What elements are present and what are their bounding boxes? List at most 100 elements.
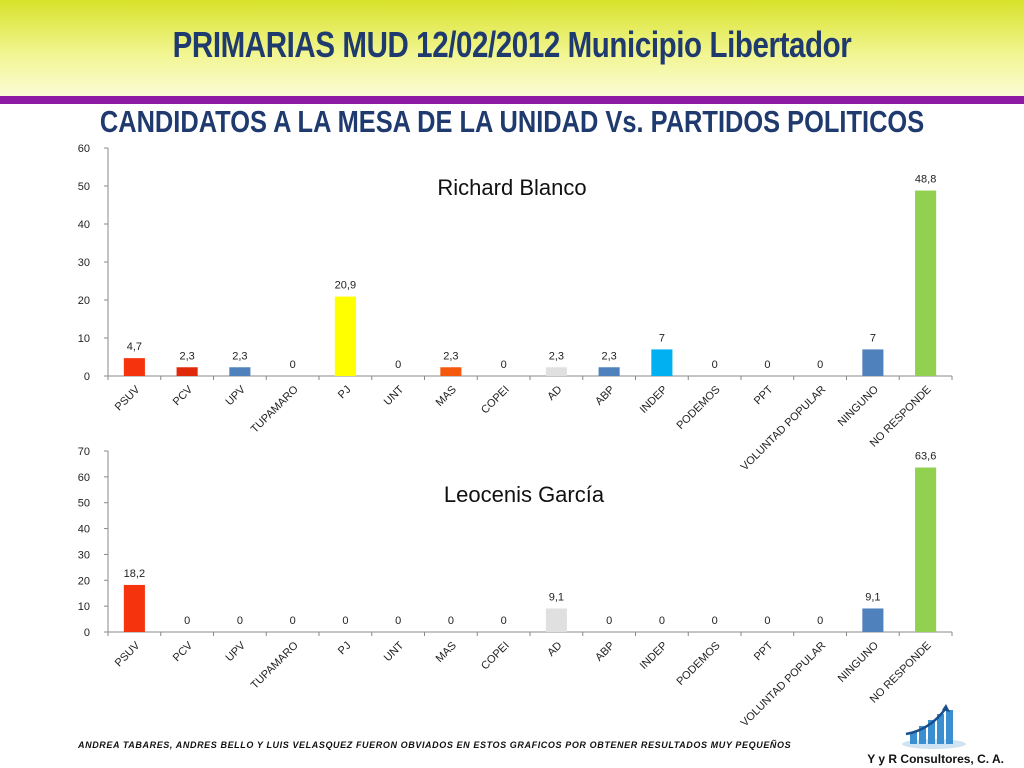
- x-tick-label: TUPAMARO: [249, 639, 301, 691]
- x-tick-label: PCV: [171, 383, 196, 408]
- data-label: 0: [290, 615, 296, 627]
- footnote: ANDREA TABARES, ANDRES BELLO Y LUIS VELA…: [78, 740, 792, 750]
- x-tick-label: PPT: [752, 383, 776, 407]
- x-tick-label: PPT: [752, 639, 776, 663]
- data-label: 9,1: [865, 591, 880, 603]
- data-label: 0: [764, 615, 770, 627]
- y-tick-label: 40: [78, 524, 90, 536]
- x-tick-label: PSUV: [113, 383, 143, 413]
- data-label: 0: [448, 615, 454, 627]
- y-tick-label: 0: [84, 627, 90, 639]
- header-divider: [0, 96, 1024, 104]
- x-tick-label: UPV: [224, 639, 249, 664]
- x-tick-label: ABP: [593, 384, 617, 408]
- data-label: 2,3: [443, 350, 458, 362]
- data-label: 2,3: [601, 350, 616, 362]
- bar: [598, 367, 620, 376]
- x-tick-label: UNT: [382, 383, 407, 408]
- x-tick-label: VOLUNTAD POPULAR: [739, 640, 829, 730]
- data-label: 0: [606, 615, 612, 627]
- data-label: 0: [395, 359, 401, 371]
- x-tick-label: INDEP: [638, 640, 670, 672]
- bar: [545, 608, 567, 632]
- x-tick-label: PJ: [336, 384, 354, 402]
- x-tick-label: COPEI: [479, 640, 512, 673]
- data-label: 0: [184, 615, 190, 627]
- x-tick-label: MAS: [434, 640, 459, 665]
- data-label: 0: [501, 615, 507, 627]
- data-label: 7: [659, 332, 665, 344]
- y-tick-label: 50: [78, 181, 90, 193]
- x-tick-label: MAS: [434, 384, 459, 409]
- data-label: 0: [817, 615, 823, 627]
- bar: [176, 367, 198, 376]
- y-tick-label: 0: [84, 371, 90, 383]
- data-label: 0: [501, 359, 507, 371]
- x-tick-label: PODEMOS: [674, 384, 722, 432]
- data-label: 20,9: [335, 280, 356, 292]
- y-tick-label: 20: [78, 295, 90, 307]
- bar: [123, 584, 145, 632]
- y-tick-label: 70: [78, 446, 90, 458]
- data-label: 0: [342, 615, 348, 627]
- bar: [440, 367, 462, 376]
- data-label: 7: [870, 332, 876, 344]
- data-label: 2,3: [179, 350, 194, 362]
- x-tick-label: UNT: [382, 639, 407, 664]
- y-tick-label: 10: [78, 333, 90, 345]
- data-label: 63,6: [915, 451, 936, 463]
- x-tick-label: UPV: [224, 383, 249, 408]
- data-label: 0: [712, 615, 718, 627]
- data-label: 2,3: [232, 350, 247, 362]
- y-tick-label: 60: [78, 472, 90, 484]
- page-title: PRIMARIAS MUD 12/02/2012 Municipio Liber…: [172, 24, 852, 65]
- x-tick-label: VOLUNTAD POPULAR: [739, 384, 829, 474]
- x-tick-label: PJ: [336, 640, 354, 658]
- x-tick-label: PODEMOS: [674, 640, 722, 688]
- data-label: 2,3: [549, 350, 564, 362]
- bar: [915, 467, 937, 632]
- x-tick-label: AD: [545, 640, 564, 659]
- y-tick-label: 20: [78, 575, 90, 587]
- x-tick-label: COPEI: [479, 384, 512, 417]
- bar: [651, 349, 673, 376]
- data-label: 0: [237, 615, 243, 627]
- y-tick-label: 30: [78, 549, 90, 561]
- x-tick-label: AD: [545, 384, 564, 403]
- x-tick-label: INDEP: [638, 384, 670, 416]
- x-tick-label: ABP: [593, 640, 617, 664]
- y-tick-label: 40: [78, 219, 90, 231]
- data-label: 4,7: [127, 341, 142, 353]
- bar: [334, 296, 356, 376]
- x-tick-label: TUPAMARO: [249, 383, 301, 435]
- data-label: 0: [712, 359, 718, 371]
- y-tick-label: 50: [78, 498, 90, 510]
- x-tick-label: NINGUNO: [836, 639, 882, 685]
- company-logo-icon: [902, 704, 966, 749]
- bar: [229, 367, 251, 376]
- header-banner: [0, 0, 1024, 96]
- bar: [545, 367, 567, 376]
- data-label: 0: [290, 359, 296, 371]
- x-tick-label: NINGUNO: [836, 383, 882, 429]
- data-label: 0: [659, 615, 665, 627]
- bar: [862, 608, 884, 632]
- bar: [123, 358, 145, 376]
- data-label: 0: [395, 615, 401, 627]
- y-tick-label: 30: [78, 257, 90, 269]
- company-name: Y y R Consultores, C. A.: [867, 752, 1004, 766]
- x-tick-label: PCV: [171, 639, 196, 664]
- data-label: 0: [764, 359, 770, 371]
- chart-title: Richard Blanco: [437, 175, 586, 200]
- y-tick-label: 10: [78, 601, 90, 613]
- y-tick-label: 60: [78, 143, 90, 155]
- data-label: 9,1: [549, 591, 564, 603]
- chart-title: Leocenis García: [444, 482, 605, 507]
- data-label: 48,8: [915, 174, 936, 186]
- x-tick-label: PSUV: [113, 639, 143, 669]
- bar: [915, 190, 937, 376]
- page-subtitle: CANDIDATOS A LA MESA DE LA UNIDAD Vs. PA…: [99, 104, 925, 139]
- bar: [862, 349, 884, 376]
- data-label: 0: [817, 359, 823, 371]
- data-label: 18,2: [124, 568, 145, 580]
